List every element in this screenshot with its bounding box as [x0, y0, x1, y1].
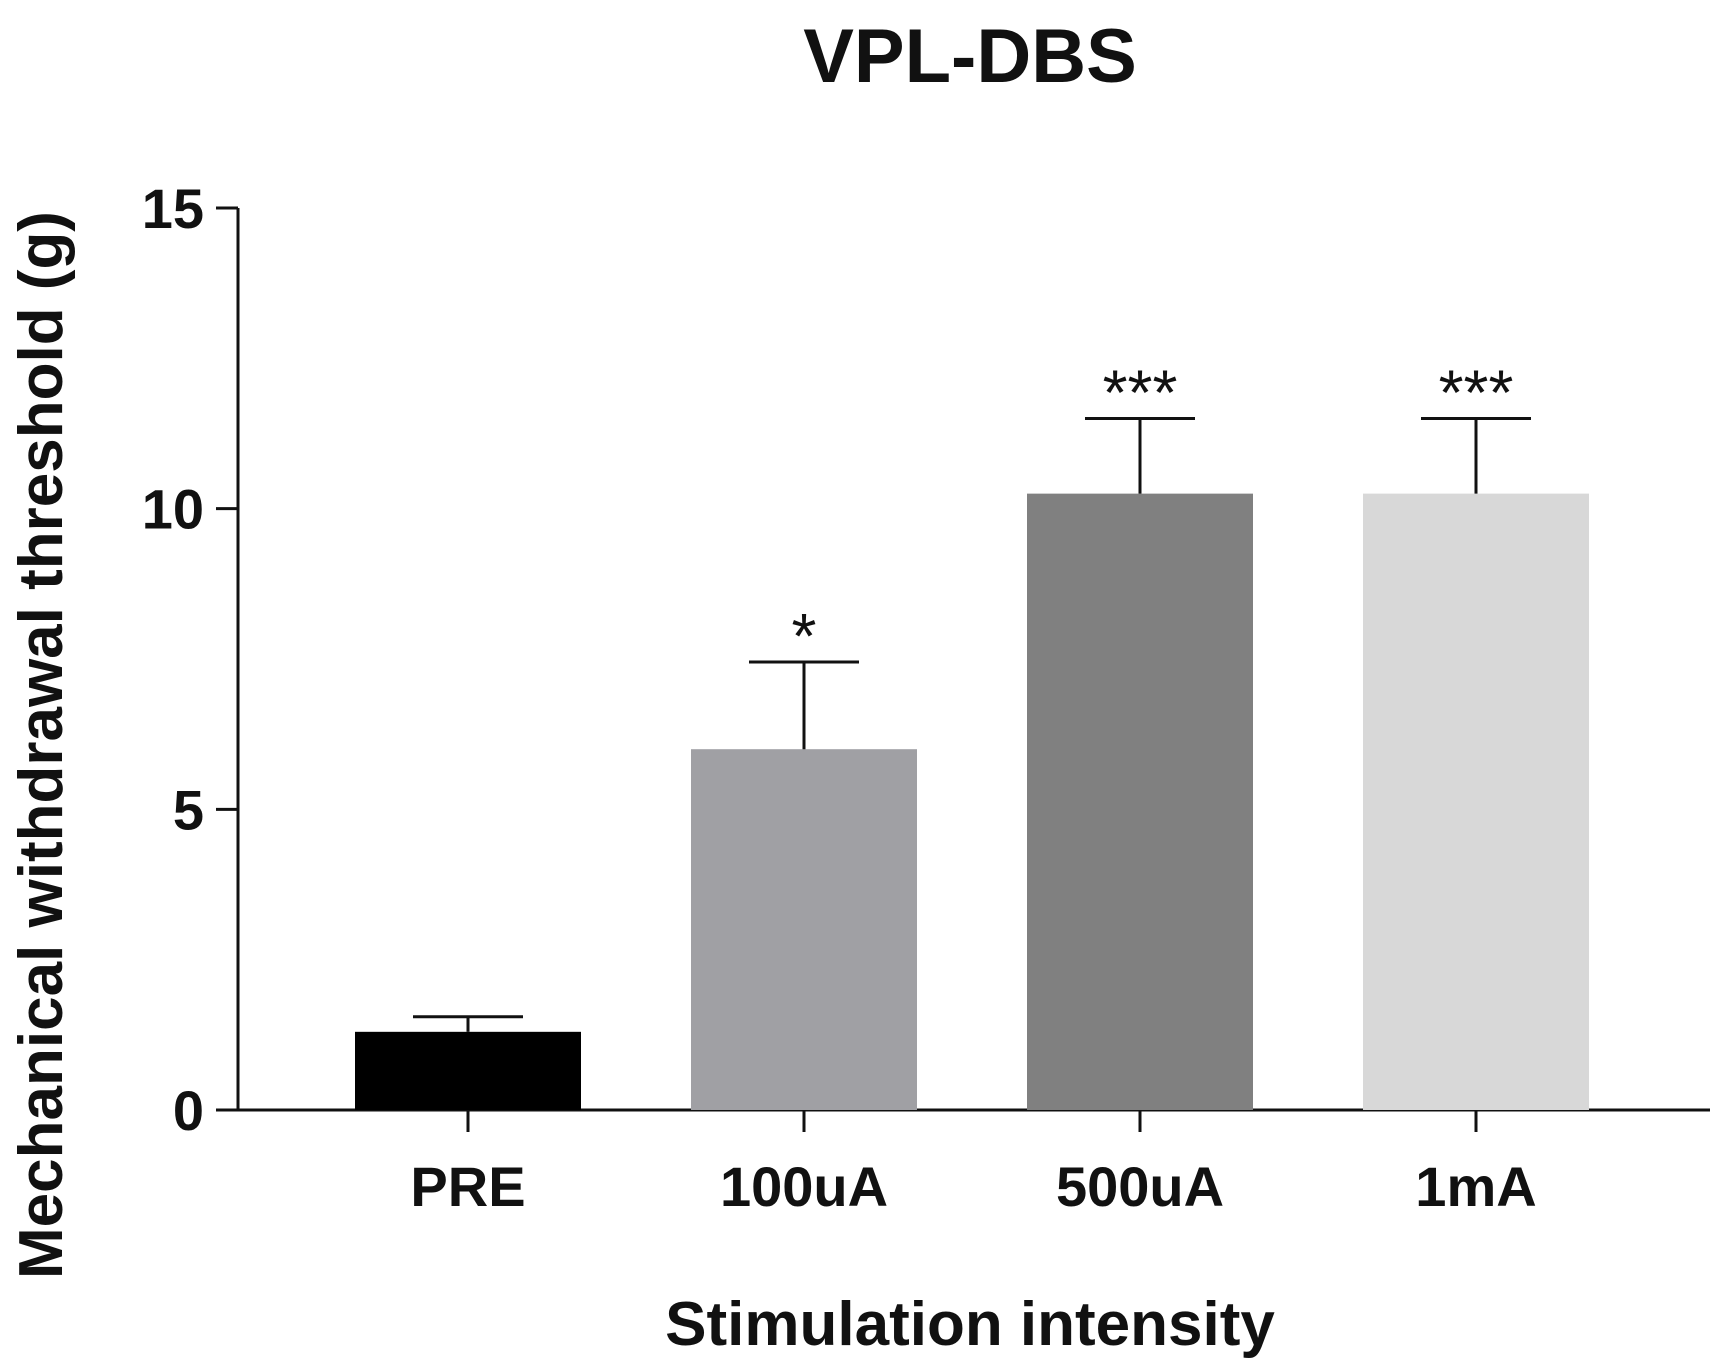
significance-marker: *** [1103, 356, 1178, 428]
x-tick-label: PRE [410, 1155, 525, 1218]
significance-marker: * [792, 600, 817, 672]
plot-area: 0 5 10 15 PRE 100uA * 500uA *** 1mA *** [142, 177, 1710, 1218]
significance-marker: *** [1439, 356, 1514, 428]
x-axis-label: Stimulation intensity [665, 1290, 1275, 1359]
bar-pre [355, 1031, 581, 1110]
y-tick-label: 0 [173, 1079, 204, 1142]
x-tick-label: 1mA [1415, 1155, 1536, 1218]
y-axis-label: Mechanical withdrawal threshold (g) [7, 211, 76, 1279]
bar-100ua [691, 749, 917, 1110]
bar-500ua [1027, 493, 1253, 1111]
y-tick-label: 10 [142, 478, 204, 541]
bar-1ma [1363, 493, 1589, 1111]
x-tick-label: 500uA [1056, 1155, 1224, 1218]
y-tick-label: 15 [142, 177, 204, 240]
chart-title: VPL-DBS [803, 14, 1137, 99]
y-tick-label: 5 [173, 778, 204, 841]
x-tick-label: 100uA [720, 1155, 888, 1218]
